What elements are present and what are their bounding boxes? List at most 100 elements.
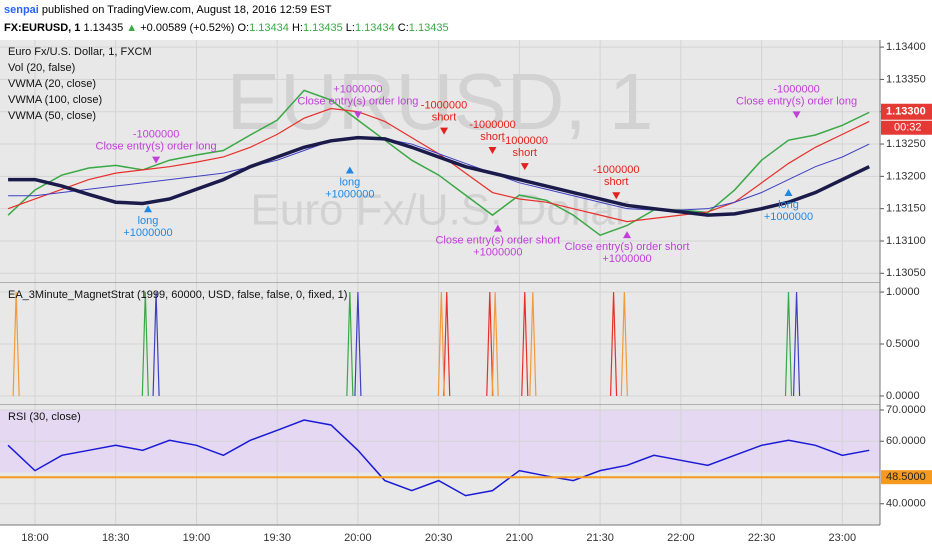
series-line <box>7 419 870 497</box>
spike <box>152 292 160 396</box>
symbol: FX:EURUSD, 1 <box>4 22 81 34</box>
series-line <box>7 89 870 237</box>
spike <box>784 292 793 396</box>
symbol-line: FX:EURUSD, 1 1.13435 ▲ +0.00589 (+0.52%)… <box>4 22 449 34</box>
panel-title: EA_3Minute_MagnetStrat (1999, 60000, USD… <box>8 289 347 301</box>
trade-label: short <box>513 147 537 159</box>
y-tick-label: 60.0000 <box>886 435 926 447</box>
close: 1.13435 <box>408 22 449 34</box>
x-tick-label: 19:00 <box>183 532 211 544</box>
trade-amount: -1000000 <box>773 83 820 95</box>
trade-amount: +1000000 <box>473 247 522 259</box>
watermark: EURUSD, 1 <box>227 57 654 146</box>
c-label: C: <box>397 22 409 34</box>
l-label: L: <box>345 22 355 34</box>
legend-entry: Vol (20, false) <box>8 62 75 74</box>
panel-title: Euro Fx/U.S. Dollar, 1, FXCM <box>8 46 152 58</box>
trade-amount: +1000000 <box>325 188 374 200</box>
x-tick-label: 20:30 <box>425 532 453 544</box>
trade-label: short <box>480 131 504 143</box>
countdown: 00:32 <box>894 122 922 134</box>
trade-amount: +1000000 <box>764 211 813 223</box>
trade-arrow <box>488 146 497 154</box>
trade-arrow <box>792 111 801 119</box>
trade-arrow <box>152 156 161 164</box>
trade-arrow <box>345 166 354 174</box>
spike <box>609 292 618 396</box>
spike <box>529 292 537 396</box>
trade-amount: -1000000 <box>469 119 516 131</box>
x-tick-label: 23:00 <box>829 532 857 544</box>
trade-label: Close entry(s) order short <box>565 241 690 253</box>
panel-bg <box>0 40 880 283</box>
publisher: senpai <box>4 4 39 16</box>
trade-amount: -1000000 <box>133 129 180 141</box>
y-tick-label: 70.0000 <box>886 404 926 416</box>
trade-amount: -1000000 <box>421 99 468 111</box>
publish-line: senpai published on TradingView.com, Aug… <box>4 4 332 16</box>
trade-label: Close entry(s) order long <box>297 95 418 107</box>
y-tick-label: 1.13150 <box>886 203 926 215</box>
countdown-box <box>881 120 932 135</box>
spike <box>141 292 149 396</box>
spike <box>521 292 529 396</box>
chart: 1.13400 1.13350 1.13300 1.13250 1.13200 1.131… <box>0 40 932 544</box>
trade-amount: +1000000 <box>123 227 172 239</box>
y-tick-label: 1.13100 <box>886 235 926 247</box>
trade-label: Close entry(s) order long <box>736 95 857 107</box>
y-tick-label: 1.13350 <box>886 73 926 85</box>
trade-amount: +1000000 <box>333 83 382 95</box>
y-tick-label: 1.13050 <box>886 267 926 279</box>
spike <box>486 292 494 396</box>
trade-arrow <box>440 127 449 135</box>
trade-label: long <box>138 215 159 227</box>
panel-title: RSI (30, close) <box>8 411 81 423</box>
spike <box>354 292 362 396</box>
spike <box>491 292 499 396</box>
last-price-box <box>881 103 932 120</box>
series-line <box>8 137 870 211</box>
x-tick-label: 20:00 <box>344 532 372 544</box>
trade-arrow <box>144 205 153 213</box>
y-tick-label: 1.0000 <box>886 286 920 298</box>
spike <box>443 292 451 396</box>
arrow: ▲ <box>126 22 138 34</box>
y-tick-label: 0.0000 <box>886 390 920 402</box>
legend-entry: VWMA (100, close) <box>8 94 102 106</box>
open: 1.13434 <box>249 22 289 34</box>
y-tick-label: 1.13200 <box>886 170 926 182</box>
spike <box>12 292 20 396</box>
spike <box>792 292 801 396</box>
trade-arrow <box>493 224 502 232</box>
change: +0.00589 (+0.52%) <box>140 22 235 34</box>
trade-amount: -1000000 <box>502 135 549 147</box>
spike <box>620 292 628 396</box>
legend-entry: VWMA (20, close) <box>8 78 96 90</box>
y-tick-label: 0.5000 <box>886 338 920 350</box>
trade-label: long <box>778 199 799 211</box>
trade-label: Close entry(s) order long <box>96 141 217 153</box>
legend-entry: VWMA (50, close) <box>8 110 96 122</box>
y-tick-label: 40.0000 <box>886 498 926 510</box>
trade-label: long <box>339 176 360 188</box>
trade-arrow <box>353 111 362 119</box>
published: published on TradingView.com, August 18,… <box>41 4 332 16</box>
trade-label: short <box>432 111 456 123</box>
high: 1.13435 <box>302 22 343 34</box>
x-tick-label: 21:30 <box>586 532 614 544</box>
y-tick-label: 1.13400 <box>886 41 926 53</box>
last: 1.13435 <box>83 22 124 34</box>
series-line <box>8 135 870 217</box>
y-tick-label: 1.13250 <box>886 138 926 150</box>
last-value-box <box>881 470 932 485</box>
last-value-label: 48.5000 <box>886 471 926 483</box>
x-tick-label: 18:00 <box>21 532 49 544</box>
last-price-label: 1.13300 <box>886 106 926 118</box>
trade-amount: +1000000 <box>602 253 651 265</box>
o-label: O: <box>237 22 250 34</box>
trade-label: Close entry(s) order short <box>435 235 560 247</box>
x-tick-label: 19:30 <box>263 532 291 544</box>
x-tick-label: 22:00 <box>667 532 695 544</box>
x-tick-label: 18:30 <box>102 532 130 544</box>
x-tick-label: 21:00 <box>506 532 534 544</box>
